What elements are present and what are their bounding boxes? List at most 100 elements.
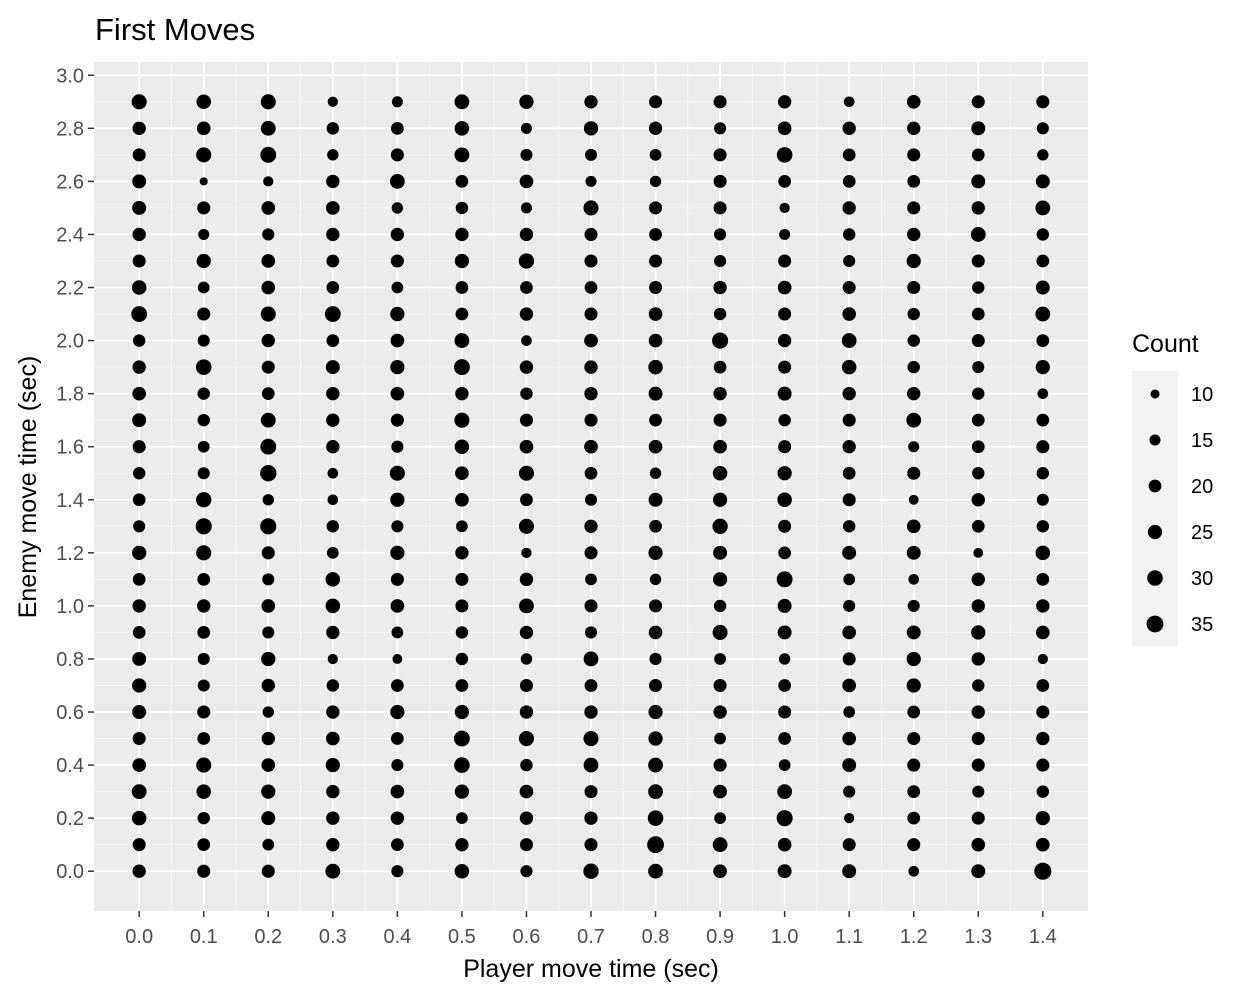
- data-point: [390, 679, 404, 692]
- data-point: [583, 731, 599, 747]
- data-point: [261, 731, 275, 746]
- data-point: [326, 705, 340, 719]
- data-point: [519, 174, 534, 189]
- data-point: [390, 148, 404, 162]
- data-point: [843, 599, 856, 612]
- data-point: [196, 94, 211, 110]
- data-point: [196, 784, 211, 799]
- data-point: [196, 757, 212, 773]
- data-point: [456, 812, 468, 825]
- data-point: [1036, 705, 1050, 719]
- y-tick-label: 1.6: [56, 437, 84, 459]
- data-point: [584, 493, 598, 506]
- data-point: [133, 520, 146, 533]
- data-point: [777, 121, 792, 136]
- data-point: [842, 148, 856, 162]
- data-point: [390, 599, 405, 613]
- data-point: [325, 572, 341, 587]
- data-point: [842, 121, 856, 136]
- data-point: [777, 625, 792, 640]
- y-tick-label: 1.0: [56, 596, 84, 618]
- legend-key-label: 25: [1191, 522, 1213, 544]
- data-point: [197, 811, 210, 825]
- data-point: [648, 492, 663, 507]
- data-point: [714, 228, 727, 241]
- data-point: [584, 439, 598, 454]
- data-point: [585, 573, 597, 586]
- x-tick-label: 1.3: [964, 926, 992, 948]
- data-point: [713, 705, 727, 719]
- data-point: [197, 572, 211, 586]
- data-point: [778, 254, 792, 268]
- data-point: [1036, 467, 1050, 480]
- data-point: [713, 439, 727, 454]
- data-point: [519, 625, 534, 640]
- data-point: [260, 438, 277, 455]
- data-point: [713, 360, 727, 374]
- data-point: [1036, 413, 1050, 427]
- data-point: [1035, 174, 1050, 189]
- data-point: [907, 732, 921, 746]
- data-point: [971, 440, 985, 454]
- y-tick-label: 2.8: [56, 118, 84, 140]
- data-points: [131, 94, 1052, 880]
- data-point: [972, 281, 985, 294]
- x-tick-label: 0.4: [383, 926, 411, 948]
- data-point: [132, 254, 146, 268]
- data-point: [520, 387, 533, 400]
- legend-key-label: 10: [1191, 384, 1213, 406]
- data-point: [455, 492, 469, 507]
- data-point: [454, 863, 470, 879]
- data-point: [971, 811, 985, 825]
- data-point: [778, 360, 792, 374]
- data-point: [648, 545, 663, 560]
- data-point: [195, 518, 212, 535]
- data-point: [455, 546, 469, 560]
- data-point: [713, 545, 728, 560]
- data-point: [390, 333, 405, 348]
- data-point: [327, 653, 338, 665]
- legend-key-label: 15: [1191, 430, 1213, 452]
- data-point: [132, 678, 147, 693]
- data-point: [907, 811, 921, 825]
- data-point: [649, 228, 662, 241]
- data-point: [519, 360, 534, 374]
- data-point: [326, 546, 339, 559]
- data-point: [391, 865, 404, 878]
- data-point: [455, 466, 469, 481]
- x-axis-title: Player move time (sec): [463, 955, 719, 983]
- data-point: [260, 120, 276, 136]
- data-point: [777, 864, 792, 879]
- data-point: [648, 625, 663, 640]
- data-point: [713, 95, 727, 109]
- data-point: [712, 624, 728, 640]
- data-point: [455, 679, 469, 692]
- data-point: [390, 811, 405, 825]
- data-point: [1035, 359, 1050, 375]
- data-point: [520, 758, 533, 772]
- y-tick-label: 2.6: [56, 171, 84, 193]
- data-point: [971, 732, 985, 746]
- data-point: [649, 254, 663, 268]
- data-point: [1035, 545, 1051, 561]
- data-point: [132, 360, 146, 374]
- data-point: [584, 148, 598, 161]
- data-point: [971, 95, 985, 109]
- data-point: [648, 731, 663, 746]
- data-point: [713, 678, 727, 693]
- legend-title: Count: [1132, 330, 1199, 358]
- data-point: [197, 838, 211, 852]
- x-axis: 0.0 0.1 0.2 0.3 0.4 0.5 0.6 0.7 0.8 0.9 1.0 1.1 1.2 1…: [125, 911, 1057, 948]
- data-point: [714, 653, 726, 665]
- data-point: [713, 174, 727, 188]
- data-point: [842, 520, 856, 533]
- data-point: [713, 148, 727, 162]
- data-point: [971, 652, 985, 666]
- data-point: [132, 545, 147, 560]
- y-tick-label: 2.2: [56, 278, 84, 300]
- data-point: [520, 148, 533, 161]
- data-point: [262, 626, 275, 639]
- data-point: [391, 202, 404, 214]
- data-point: [649, 519, 662, 533]
- data-point: [842, 545, 857, 560]
